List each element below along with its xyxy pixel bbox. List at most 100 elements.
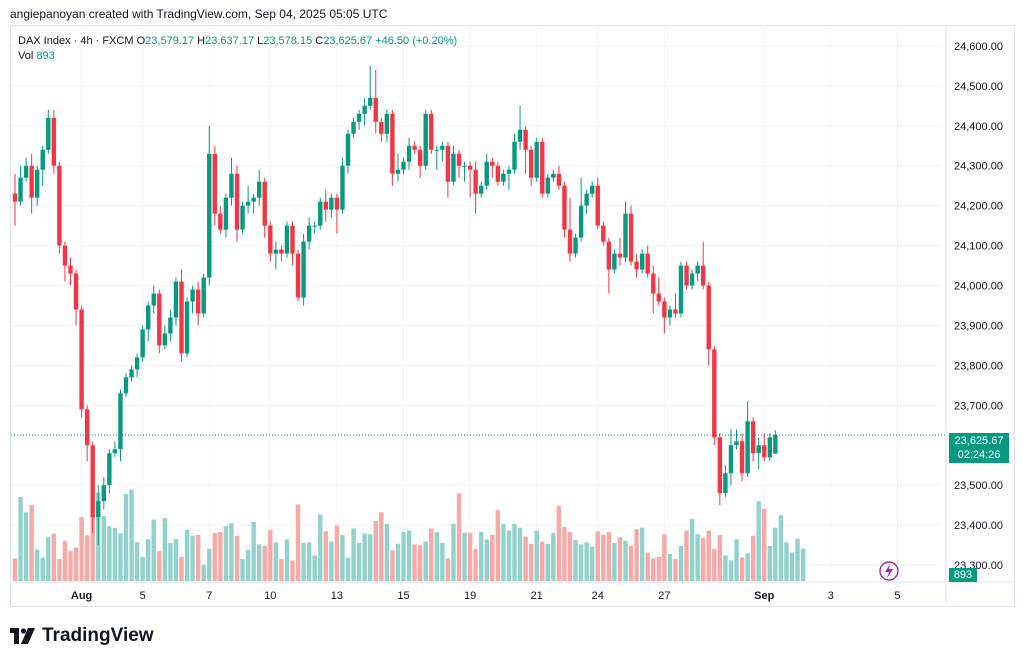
candle-body — [628, 213, 634, 262]
candle-body — [129, 369, 134, 378]
candle-body — [606, 241, 612, 270]
candle-body — [506, 169, 512, 174]
candle-body — [279, 249, 284, 254]
candle-body — [240, 205, 245, 230]
candle-body — [173, 281, 179, 318]
candle — [162, 325, 168, 350]
volume-bar — [800, 548, 806, 581]
candle-body — [184, 301, 190, 354]
candle-body — [146, 305, 151, 330]
candle-body — [451, 153, 456, 182]
x-tick-label: 21 — [531, 590, 543, 602]
y-tick-label: 23,400.00 — [954, 520, 1003, 532]
candle — [578, 177, 584, 242]
candle — [112, 441, 118, 458]
candle-body — [90, 445, 95, 518]
volume-bar — [218, 532, 223, 581]
candle-body — [662, 301, 667, 318]
volume-bar — [590, 546, 595, 581]
candle-body — [295, 253, 301, 298]
candle-body — [528, 149, 534, 178]
volume-bar — [368, 534, 373, 581]
x-tick-label: Aug — [71, 590, 92, 602]
volume-bar — [778, 515, 784, 581]
candle — [584, 189, 589, 214]
volume-bar — [190, 535, 195, 581]
candle-body — [362, 105, 367, 114]
volume-bar — [340, 534, 345, 581]
candle — [312, 221, 317, 234]
candle — [473, 161, 478, 214]
volume-bar — [639, 527, 645, 581]
candle-body — [512, 141, 517, 170]
candle-body — [134, 357, 140, 370]
volume-bar — [245, 549, 251, 581]
volume-bar — [168, 543, 173, 581]
candle-body — [467, 165, 473, 170]
candle — [340, 157, 345, 214]
x-tick-label: 7 — [206, 590, 212, 602]
candle-body — [712, 349, 717, 438]
volume-bar — [379, 512, 384, 581]
volume-bar — [773, 527, 778, 581]
candle-body — [678, 265, 684, 314]
candle — [195, 281, 201, 326]
x-tick-label: Sep — [754, 590, 774, 602]
candle-body — [84, 409, 90, 446]
candle — [279, 245, 284, 262]
volume-bar — [734, 539, 739, 581]
volume-bar — [384, 524, 390, 581]
volume-bar — [784, 542, 789, 581]
x-tick-label: 24 — [592, 590, 604, 602]
candle — [406, 137, 412, 170]
candle-body — [590, 185, 595, 194]
candle-body — [656, 293, 661, 302]
candle — [79, 305, 84, 418]
candle-body — [207, 153, 212, 278]
candle-body — [545, 177, 550, 194]
candle-body — [384, 113, 390, 134]
candle — [528, 145, 534, 186]
tradingview-logo[interactable]: TradingView — [10, 625, 154, 647]
volume-bar — [273, 542, 279, 581]
candle — [134, 353, 140, 378]
symbol-label[interactable]: DAX Index · 4h · FXCM — [18, 35, 134, 47]
volume-bar — [645, 552, 650, 581]
candle-body — [306, 225, 312, 242]
candle-body — [373, 97, 378, 122]
chart-area[interactable]: 24,600.00 24,500.00 24,400.00 24,300.00 24,2… — [10, 25, 1015, 607]
volume-bar — [612, 543, 617, 581]
candle-body — [351, 121, 356, 134]
candle — [467, 161, 473, 198]
volume-bar — [329, 541, 334, 581]
volume-bar — [667, 553, 673, 581]
volume-bar — [762, 508, 767, 581]
candle-body — [273, 249, 279, 254]
candle-body — [612, 253, 617, 270]
candle — [701, 241, 706, 290]
volume-bar — [290, 560, 295, 581]
volume-bar — [362, 533, 367, 581]
candle-body — [57, 165, 62, 246]
candle-body — [573, 237, 578, 254]
volume-bar — [695, 534, 700, 581]
candle — [140, 325, 145, 362]
candle-body — [140, 329, 145, 358]
candle — [173, 277, 179, 326]
volume-bar — [595, 531, 600, 581]
x-tick-label: 19 — [464, 590, 476, 602]
candle-body — [212, 153, 217, 214]
y-tick-label: 24,100.00 — [954, 241, 1003, 253]
candle-body — [617, 253, 623, 258]
change-value: +46.50 (+0.20%) — [375, 35, 458, 47]
candle — [423, 109, 428, 170]
volume-bar — [306, 542, 312, 581]
high-label: H — [197, 35, 206, 47]
candle — [212, 145, 217, 226]
candle-body — [406, 145, 412, 162]
price-chart[interactable]: 24,600.00 24,500.00 24,400.00 24,300.00 24,2… — [11, 26, 1014, 606]
y-tick-label: 24,400.00 — [954, 121, 1003, 133]
y-tick-label: 23,500.00 — [954, 480, 1003, 492]
candle-body — [462, 165, 467, 167]
candle-body — [417, 149, 423, 166]
